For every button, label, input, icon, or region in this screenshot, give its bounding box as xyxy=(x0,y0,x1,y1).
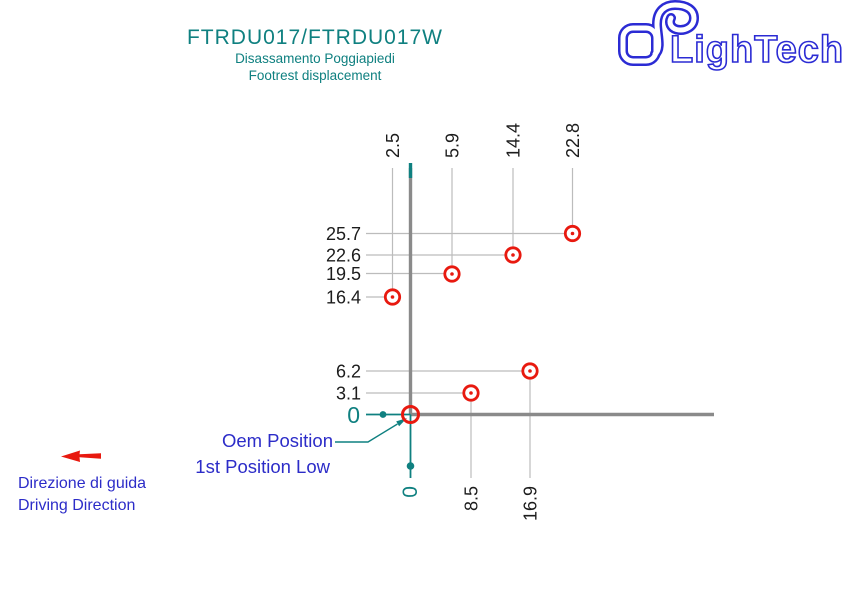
data-point-center xyxy=(469,391,473,395)
tick-label: 3.1 xyxy=(336,384,361,404)
lightech-logo-svg: LighTech xyxy=(618,0,844,72)
x-leader-lines xyxy=(391,168,574,478)
data-point-center xyxy=(450,272,454,276)
tick-label: 14.4 xyxy=(504,123,524,158)
lightech-wordmark: LighTech xyxy=(670,29,844,71)
tick-label: 6.2 xyxy=(336,362,361,382)
data-point-center xyxy=(390,295,395,299)
subtitle-english: Footrest displacement xyxy=(248,68,382,83)
first-position-low-label: 1st Position Low xyxy=(195,456,330,477)
origin-marks xyxy=(335,163,415,478)
driving-direction-annotation: Direzione di guida Driving Direction xyxy=(18,450,146,514)
y-leader-lines xyxy=(366,232,573,394)
oem-callout-leader xyxy=(335,423,398,443)
data-point-center xyxy=(511,253,515,257)
driving-direction-label-en: Driving Direction xyxy=(18,497,135,514)
leader-dot xyxy=(379,411,387,418)
tick-label: 5.9 xyxy=(443,133,463,158)
tick-label: 22.8 xyxy=(563,123,583,158)
axes xyxy=(408,168,714,417)
oem-position-annotation: Oem Position 1st Position Low xyxy=(195,430,333,477)
title-block: FTRDU017/FTRDU017W Disassamento Poggiapi… xyxy=(0,26,630,84)
tick-label: 16.4 xyxy=(326,288,361,308)
tick-label: 8.5 xyxy=(462,486,482,511)
origin-y-label: 0 xyxy=(347,402,360,428)
origin-x-label: 0 xyxy=(399,486,422,498)
data-point-center xyxy=(528,369,532,373)
page-title: FTRDU017/FTRDU017W xyxy=(186,26,444,49)
tick-label: 22.6 xyxy=(326,246,361,266)
data-point-center xyxy=(570,231,575,236)
tick-label: 16.9 xyxy=(521,486,541,521)
lightech-monogram-icon xyxy=(618,0,699,66)
driving-direction-arrow-icon xyxy=(61,450,101,462)
x-tick-labels-bottom: 0 8.5 16.9 xyxy=(399,486,541,521)
origin-point xyxy=(401,405,420,424)
tick-label: 19.5 xyxy=(326,264,361,284)
y-tick-labels-left: 25.7 22.6 19.5 16.4 6.2 3.1 0 xyxy=(326,224,361,428)
data-points xyxy=(383,224,582,424)
driving-direction-label-it: Direzione di guida xyxy=(18,475,146,492)
tick-label: 2.5 xyxy=(383,133,403,158)
x-tick-labels-top: 2.5 5.9 14.4 22.8 xyxy=(383,123,583,158)
subtitle-italian: Disassamento Poggiapiedi xyxy=(235,51,395,66)
leader-dot xyxy=(406,462,415,470)
oem-position-label: Oem Position xyxy=(222,430,333,451)
tick-label: 25.7 xyxy=(326,224,361,244)
lightech-logo: LighTech xyxy=(612,0,847,85)
